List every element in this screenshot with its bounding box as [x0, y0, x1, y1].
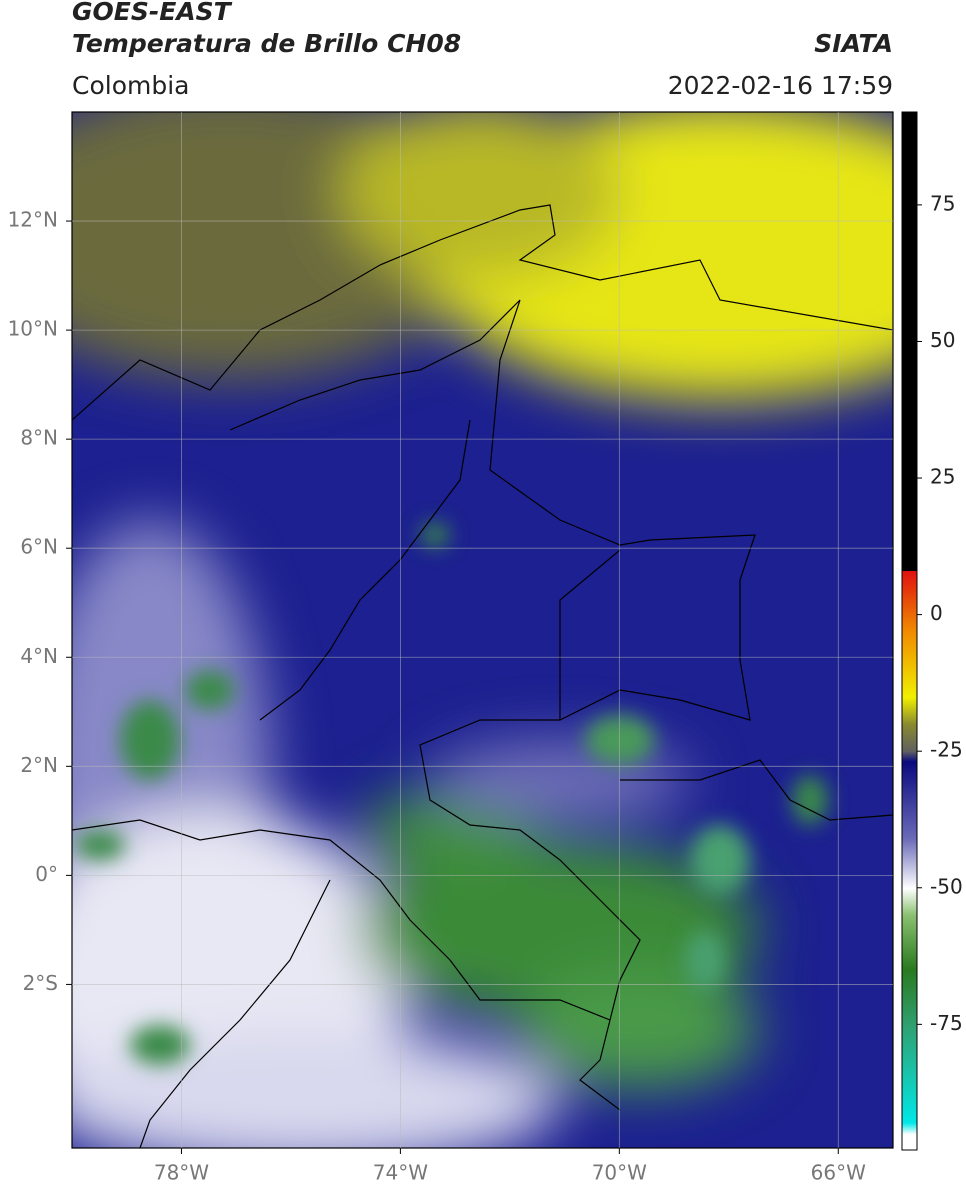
y-tick-label: 4°N: [20, 644, 58, 668]
datetime: 2022-02-16 17:59: [668, 71, 893, 100]
colorbar-tick-label: 0: [930, 601, 943, 625]
colorbar-tick-label: -50: [930, 874, 963, 898]
subtitle: Temperatura de Brillo CH08: [72, 29, 461, 58]
x-tick-label: 74°W: [373, 1161, 428, 1185]
colorbar-tick-label: 50: [930, 328, 955, 352]
title: GOES-EAST: [72, 0, 233, 26]
colorbar: [901, 111, 918, 1151]
y-tick-label: 10°N: [8, 317, 58, 341]
colorbar-tick-label: -75: [930, 1011, 963, 1035]
y-tick-label: 2°N: [20, 753, 58, 777]
colorbar-tick-label: -25: [930, 738, 963, 762]
y-tick-label: 6°N: [20, 535, 58, 559]
source: SIATA: [814, 29, 893, 58]
y-tick-label: 0°: [35, 862, 58, 886]
y-tick-label: 12°N: [8, 208, 58, 232]
y-tick-label: 2°S: [23, 971, 58, 995]
satellite-image: [72, 112, 893, 1148]
map-frame: [71, 111, 894, 1149]
colorbar-tick-label: 25: [930, 465, 955, 489]
x-tick-label: 78°W: [154, 1161, 209, 1185]
x-tick-label: 66°W: [811, 1161, 866, 1185]
x-tick-label: 70°W: [592, 1161, 647, 1185]
colorbar-tick-label: 75: [930, 191, 955, 215]
region: Colombia: [72, 71, 189, 100]
y-tick-label: 8°N: [20, 426, 58, 450]
